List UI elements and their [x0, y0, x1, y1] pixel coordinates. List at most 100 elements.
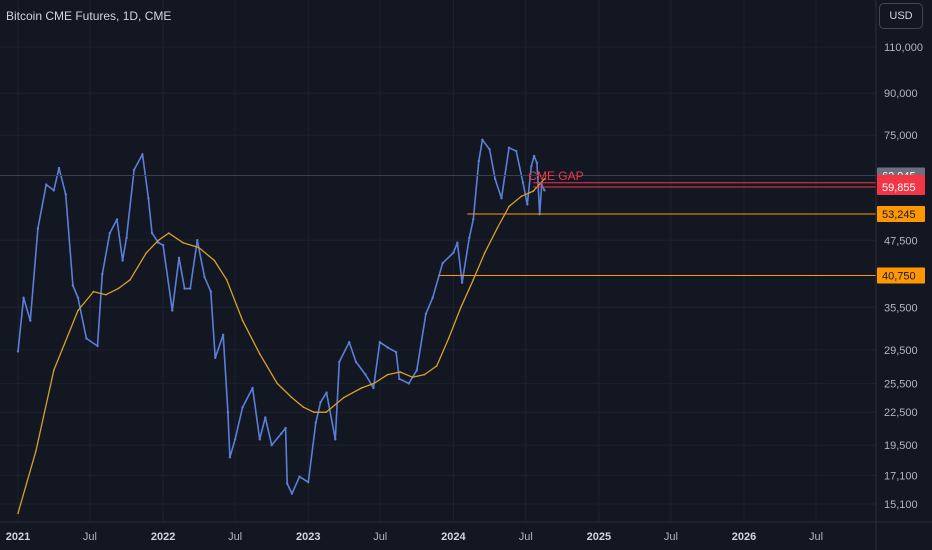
price-point	[258, 438, 261, 441]
price-point	[203, 275, 206, 279]
price-point	[334, 438, 337, 441]
price-point	[290, 492, 294, 495]
price-point	[284, 426, 287, 430]
moving-average-point	[411, 376, 414, 378]
y-tick-label: 90,000	[884, 88, 918, 100]
moving-average-point	[290, 396, 293, 399]
price-point	[378, 341, 382, 344]
price-point	[398, 377, 401, 381]
price-point	[71, 284, 75, 287]
moving-average-point	[508, 205, 510, 208]
price-point	[280, 432, 283, 435]
moving-average-point	[92, 290, 95, 293]
price-point	[515, 149, 518, 153]
price-point	[233, 438, 237, 441]
price-point	[386, 346, 389, 349]
price-point	[314, 421, 318, 424]
y-tick-label: 15,100	[884, 499, 918, 511]
price-point	[150, 231, 154, 235]
price-point	[477, 159, 481, 163]
moving-average-point	[313, 411, 315, 414]
price-point	[319, 401, 322, 404]
price-point	[270, 443, 273, 447]
price-point	[36, 227, 40, 230]
moving-average-point	[35, 450, 37, 452]
x-axis[interactable]: 2021 Jul 2022 Jul 2023 Jul 2024 Jul 2025 Jul 2026 J…	[0, 521, 932, 543]
moving-average-point	[399, 371, 401, 373]
moving-average-point	[258, 353, 261, 355]
moving-average-point	[117, 287, 119, 290]
currency-button[interactable]: USD	[879, 3, 923, 29]
price-point	[241, 405, 244, 409]
price-point	[251, 386, 254, 390]
price-point	[354, 360, 358, 364]
x-tick-label: Jul	[83, 531, 97, 543]
price-point	[441, 261, 444, 265]
price-point	[472, 218, 475, 221]
moving-average-point	[496, 227, 498, 230]
price-point	[85, 337, 88, 340]
price-point	[132, 168, 136, 172]
moving-average-point	[435, 365, 438, 367]
moving-average-point	[386, 373, 389, 376]
price-point	[507, 146, 511, 149]
price-point	[493, 177, 497, 181]
moving-average-point	[225, 279, 228, 281]
x-tick-label: Jul	[809, 531, 823, 543]
price-point	[431, 296, 434, 299]
price-point	[157, 241, 160, 244]
price-point	[407, 382, 411, 385]
x-tick-label: Jul	[228, 531, 242, 543]
moving-average-point	[129, 279, 131, 281]
y-tick-label: 25,500	[884, 378, 918, 390]
price-point	[264, 416, 267, 419]
price-point	[460, 281, 464, 284]
price-point	[214, 356, 217, 360]
moving-average-point	[77, 309, 79, 312]
chart-grid	[0, 0, 876, 522]
chart-annotations: CME GAP	[528, 169, 583, 183]
moving-average-point	[472, 279, 475, 281]
price-point	[415, 369, 419, 372]
price-point	[468, 236, 471, 240]
moving-average-point	[182, 241, 184, 244]
price-point	[307, 481, 310, 484]
price-point	[16, 350, 20, 353]
price-point	[338, 360, 341, 364]
moving-average-point	[373, 382, 375, 385]
price-point	[64, 193, 67, 196]
x-tick-label: 2023	[296, 531, 320, 543]
price-point	[22, 296, 25, 299]
price-point	[101, 272, 104, 276]
y-axis[interactable]: 15,100 17,100 19,500 22,500 25,500 29,500 35,5…	[875, 0, 925, 550]
price-point	[348, 341, 351, 344]
price-point	[177, 256, 181, 260]
price-point	[209, 290, 213, 293]
price-point	[121, 259, 124, 262]
price-point	[285, 482, 289, 485]
price-point	[96, 344, 99, 348]
moving-average-point	[213, 259, 216, 262]
price-point	[115, 218, 119, 221]
moving-average-point	[302, 406, 305, 408]
moving-average-point	[105, 293, 107, 296]
y-tick-label: 47,500	[884, 235, 918, 247]
price-point	[325, 391, 328, 394]
chart-series	[16, 138, 546, 515]
price-point	[530, 165, 533, 168]
x-tick-label: Jul	[519, 531, 533, 543]
x-tick-label: 2021	[6, 531, 30, 543]
moving-average-point	[167, 232, 170, 234]
price-point	[452, 251, 455, 254]
price-point	[488, 148, 491, 151]
price-point	[228, 456, 232, 459]
moving-average-point	[52, 369, 55, 372]
price-point	[76, 296, 80, 299]
chart-title: Bitcoin CME Futures, 1D, CME	[6, 9, 172, 23]
price-point	[521, 181, 525, 184]
moving-average-point	[360, 387, 363, 389]
price-point	[543, 189, 546, 192]
price-point	[481, 138, 484, 141]
moving-average-point	[460, 306, 462, 309]
